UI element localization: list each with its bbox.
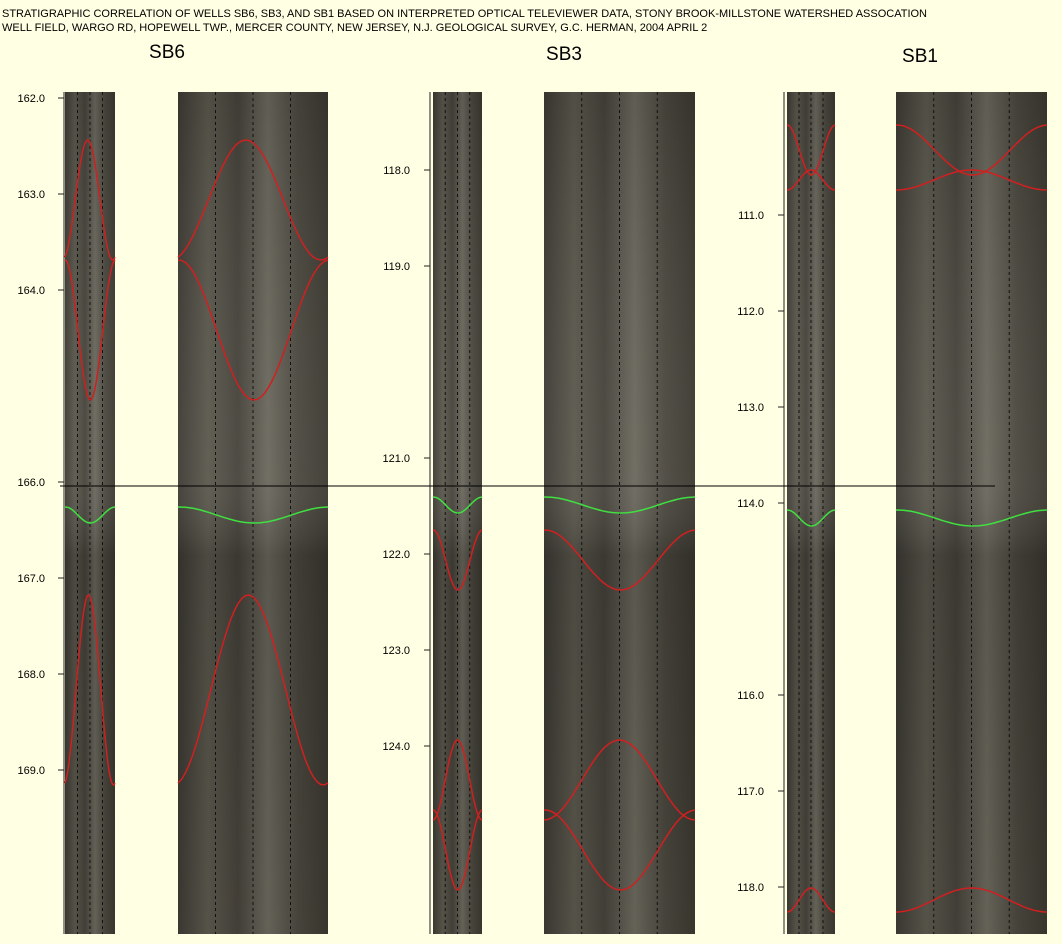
depth-label: 169.0	[17, 765, 45, 777]
depth-label: 119.0	[383, 261, 410, 273]
fracture-trace	[786, 887, 836, 913]
title-line: STRATIGRAPHIC CORRELATION OF WELLS SB6, …	[2, 8, 927, 20]
bedding-trace	[432, 496, 483, 514]
depth-label: 112.0	[737, 306, 764, 318]
fracture-trace	[177, 259, 329, 401]
depth-label: 124.0	[382, 741, 410, 753]
fracture-trace	[543, 809, 696, 891]
bedding-trace	[543, 496, 696, 514]
depth-label: 121.0	[382, 453, 410, 465]
fracture-trace	[432, 529, 483, 591]
bedding-trace	[895, 509, 1048, 527]
bedding-trace	[177, 506, 329, 524]
depth-label: 117.0	[737, 786, 764, 798]
depth-label: 162.0	[17, 93, 45, 105]
bedding-trace	[64, 506, 116, 524]
depth-label: 166.0	[17, 477, 45, 489]
fracture-trace	[543, 529, 696, 591]
fracture-trace	[895, 887, 1048, 913]
depth-label: 118.0	[383, 165, 410, 177]
depth-label: 116.0	[737, 690, 764, 702]
fracture-trace	[177, 594, 329, 786]
depth-label: 113.0	[737, 402, 764, 414]
fracture-trace	[786, 169, 836, 191]
fracture-trace	[543, 739, 696, 821]
depth-label: 168.0	[17, 669, 45, 681]
depth-label: 164.0	[17, 285, 45, 297]
depth-label: 118.0	[737, 882, 764, 894]
title-line: WELL FIELD, WARGO RD, HOPEWELL TWP., MER…	[2, 22, 707, 34]
fracture-trace	[786, 124, 836, 176]
bedding-trace	[786, 509, 836, 527]
well-name: SB6	[149, 42, 185, 63]
fracture-trace	[895, 169, 1048, 191]
depth-label: 122.0	[382, 549, 410, 561]
fracture-trace	[64, 259, 116, 401]
fracture-trace	[432, 739, 483, 821]
depth-label: 114.0	[737, 498, 764, 510]
fracture-trace	[64, 139, 116, 261]
well-name: SB1	[902, 46, 938, 67]
fracture-trace	[432, 809, 483, 891]
fracture-trace	[177, 139, 329, 261]
fracture-trace	[64, 594, 116, 786]
depth-label: 167.0	[17, 573, 45, 585]
depth-label: 163.0	[17, 189, 45, 201]
depth-label: 123.0	[382, 645, 410, 657]
depth-label: 111.0	[738, 210, 764, 222]
well-name: SB3	[546, 44, 582, 65]
fracture-trace	[895, 124, 1048, 176]
